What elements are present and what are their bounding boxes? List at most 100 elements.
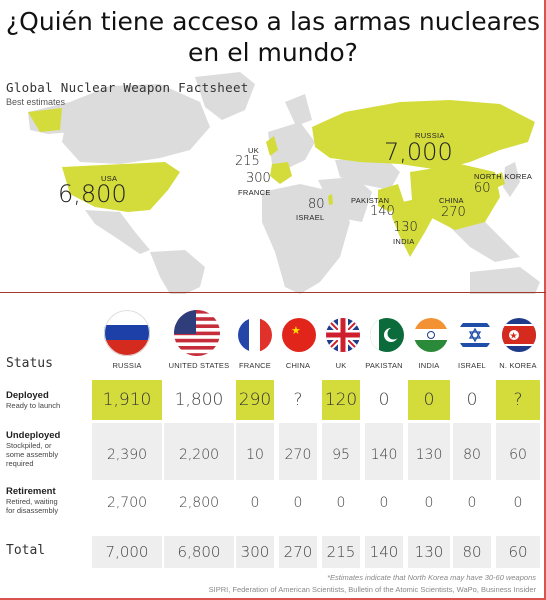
russia-label: RUSSIA: [415, 131, 445, 140]
japan: [503, 162, 520, 197]
retirement-cell: 0: [322, 480, 360, 526]
russia-value: 7,000: [384, 138, 453, 166]
africa: [262, 184, 350, 294]
retirement-sub-1: Retired, waiting: [6, 497, 58, 506]
france-flag-icon: [238, 318, 272, 352]
undeployed-cell: 60: [496, 423, 540, 487]
map-title: Global Nuclear Weapon Factsheet: [6, 80, 249, 95]
column-label: ISRAEL: [458, 361, 486, 370]
deployed-cell: 290: [236, 380, 274, 420]
retirement-cell: 0: [365, 480, 403, 526]
undeployed-sub-1: Stockpiled, or: [6, 441, 52, 450]
undeployed-cell: 2,390: [92, 423, 162, 487]
france-label: FRANCE: [238, 188, 271, 197]
flag-row: ★ ★: [0, 300, 546, 380]
russia-flag-icon: [104, 310, 150, 356]
total-cell: 140: [365, 536, 403, 568]
total-cell: 80: [453, 536, 491, 568]
column-label: PAKISTAN: [365, 361, 403, 370]
world-map: [28, 72, 540, 294]
headline: ¿Quién tiene acceso a las armas nucleare…: [0, 6, 546, 68]
deployed-cell: ?: [496, 380, 540, 420]
uk-shape: [266, 136, 278, 156]
india-value: 130: [393, 220, 418, 235]
deployed-cell: ?: [279, 380, 317, 420]
column-label: RUSSIA: [112, 361, 142, 370]
china-label: CHINA: [439, 196, 464, 205]
southeast-asia: [445, 217, 520, 262]
mexico-central: [85, 210, 150, 254]
deployed-sub: Ready to launch: [6, 401, 61, 410]
europe: [268, 122, 315, 168]
north-korea-label: NORTH KOREA: [474, 172, 533, 181]
deployed-cell: 120: [322, 380, 360, 420]
map-subtitle: Best estimates: [6, 97, 66, 107]
india-label: INDIA: [393, 237, 415, 246]
usa-label: USA: [101, 174, 118, 183]
footnote: *Estimates indicate that North Korea may…: [327, 573, 536, 582]
north-korea-flag-icon: ★: [502, 318, 536, 352]
column-label: UNITED STATES: [168, 361, 230, 370]
column-label: CHINA: [285, 361, 311, 370]
undeployed-cell: 95: [322, 423, 360, 487]
status-header: Status: [6, 356, 53, 371]
france-shape: [270, 162, 292, 184]
total-title: Total: [6, 543, 46, 558]
north-korea-shape: [492, 172, 505, 188]
deployed-cell: 0: [408, 380, 450, 420]
usa-value: 6,800: [58, 180, 127, 208]
nuclear-states: [28, 100, 535, 257]
undeployed-cell: 270: [279, 423, 317, 487]
deployed-title: Deployed: [6, 390, 49, 401]
france-value: 300: [246, 171, 271, 186]
pakistan-flag-icon: [370, 318, 404, 352]
column-label: INDIA: [418, 361, 440, 370]
middle-east: [318, 177, 372, 222]
total-row-label: Total: [6, 543, 45, 558]
retirement-row-label: Retirement Retired, waiting for disassem…: [6, 486, 58, 515]
china-flag-icon: ★: [282, 318, 316, 352]
uk-label: UK: [248, 146, 260, 155]
total-cell: 60: [496, 536, 540, 568]
retirement-cell: 0: [453, 480, 491, 526]
retirement-sub-2: for disassembly: [6, 506, 59, 515]
pakistan-label: PAKISTAN: [351, 196, 390, 205]
central-asia: [335, 158, 400, 190]
svg-text:★: ★: [291, 324, 301, 337]
map-divider: [0, 292, 546, 293]
undeployed-title: Undeployed: [6, 430, 61, 441]
alaska-shape: [28, 108, 62, 132]
greenland: [195, 72, 255, 120]
retirement-title: Retirement: [6, 486, 56, 497]
retirement-cell: 0: [496, 480, 540, 526]
uk-flag-icon: [326, 318, 360, 352]
south-america: [150, 250, 205, 294]
column-label: FRANCE: [238, 361, 272, 370]
retirement-cell: 0: [236, 480, 274, 526]
total-cell: 270: [279, 536, 317, 568]
total-cell: 300: [236, 536, 274, 568]
china-value: 270: [441, 205, 466, 220]
retirement-cell: 2,700: [92, 480, 162, 526]
headline-text: ¿Quién tiene acceso a las armas nucleare…: [5, 7, 541, 67]
russia-shape: [312, 100, 535, 170]
deployed-cell: 0: [365, 380, 403, 420]
canada: [62, 84, 210, 164]
column-label: N. KOREA: [499, 361, 537, 370]
undeployed-cell: 130: [408, 423, 450, 487]
undeployed-cell: 80: [453, 423, 491, 487]
australia: [470, 267, 540, 294]
retirement-cell: 0: [408, 480, 450, 526]
undeployed-cell: 2,200: [164, 423, 234, 487]
israel-shape: [328, 194, 333, 205]
retirement-cell: 0: [279, 480, 317, 526]
undeployed-cell: 10: [236, 423, 274, 487]
deployed-cell: 0: [453, 380, 491, 420]
china-shape: [410, 164, 500, 230]
retirement-cell: 2,800: [164, 480, 234, 526]
sources: SIPRI, Federation of American Scientists…: [208, 585, 536, 594]
undeployed-row-label: Undeployed Stockpiled, or some assembly …: [6, 430, 60, 468]
column-label: UK: [335, 361, 347, 370]
india-flag-icon: [414, 318, 448, 352]
total-cell: 215: [322, 536, 360, 568]
